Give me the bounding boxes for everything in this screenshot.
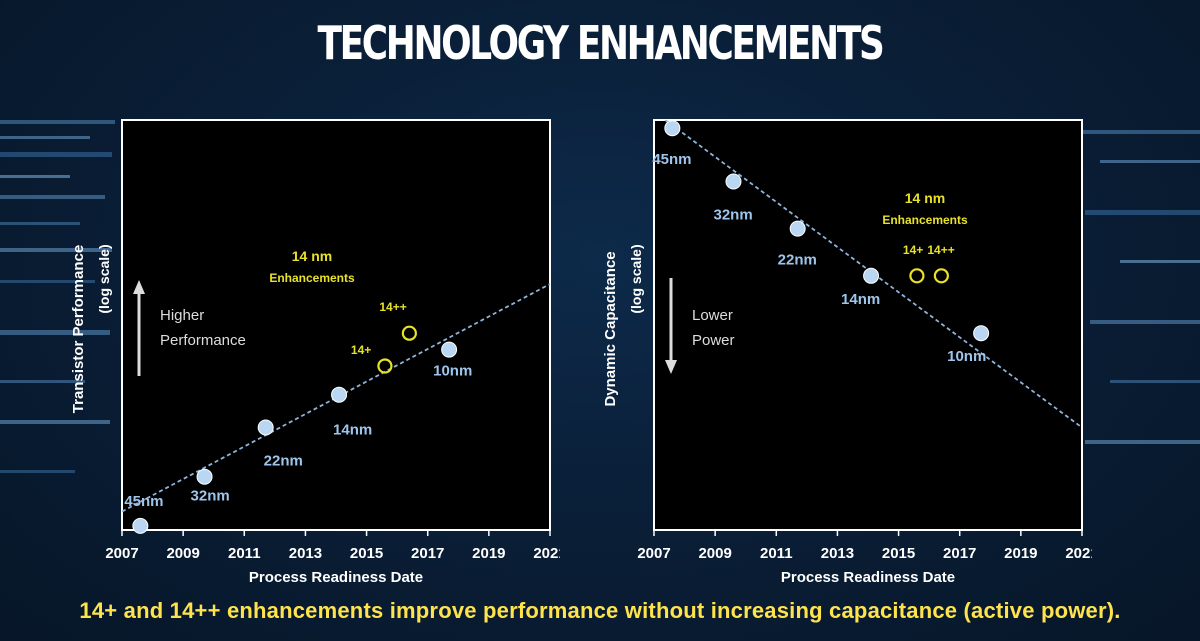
x-tick-label: 2017 xyxy=(411,545,444,562)
direction-label-line2: Power xyxy=(692,332,735,349)
direction-label-line1: Lower xyxy=(692,307,733,324)
data-point xyxy=(973,325,990,342)
annotation-line2: Enhancements xyxy=(269,271,355,285)
trendline xyxy=(122,283,550,513)
highlight-point-label: 14++ xyxy=(927,243,954,257)
data-point xyxy=(664,120,681,137)
y-axis-label: Transistor Performance xyxy=(70,245,87,413)
data-point xyxy=(331,386,348,403)
highlight-point xyxy=(377,358,393,374)
annotation-line1: 14 nm xyxy=(292,248,332,264)
data-point xyxy=(196,468,213,485)
trendline xyxy=(663,120,1082,429)
x-tick-label: 2009 xyxy=(166,545,199,562)
data-point xyxy=(725,173,742,190)
y-axis-sublabel: (log scale) xyxy=(628,244,644,313)
annotation-line1: 14 nm xyxy=(905,190,945,206)
highlight-point-label: 14+ xyxy=(351,343,371,357)
data-point-label: 22nm xyxy=(264,453,303,470)
x-tick-label: 2013 xyxy=(289,545,322,562)
x-tick-label: 2017 xyxy=(943,545,976,562)
x-tick-label: 2007 xyxy=(105,545,138,562)
x-tick-label: 2021 xyxy=(533,545,560,562)
highlight-point xyxy=(401,325,417,341)
data-point-label: 14nm xyxy=(333,422,372,439)
x-tick-label: 2015 xyxy=(882,545,915,562)
x-tick-label: 2009 xyxy=(698,545,731,562)
data-point xyxy=(789,220,806,237)
data-point-label: 10nm xyxy=(433,363,472,380)
footer-caption: 14+ and 14++ enhancements improve perfor… xyxy=(79,598,1121,623)
data-point xyxy=(441,341,458,358)
x-axis-label: Process Readiness Date xyxy=(249,569,423,586)
data-point-label: 45nm xyxy=(124,493,163,510)
data-point xyxy=(257,419,274,436)
y-axis-label: Dynamic Capacitance xyxy=(602,251,619,406)
plot-area xyxy=(121,119,551,531)
chart-dynamic-capacitance: 2007 2009 2011 2013 2015 2017 2019 2021 Process … xyxy=(602,119,1092,586)
x-tick-label: 2011 xyxy=(760,545,793,562)
highlight-point xyxy=(933,268,949,284)
x-tick-label: 2013 xyxy=(821,545,854,562)
data-point xyxy=(863,267,880,284)
highlight-point-label: 14+ xyxy=(903,243,923,257)
data-point-label: 22nm xyxy=(778,252,817,269)
plot-area xyxy=(653,119,1083,531)
highlight-point-label: 14++ xyxy=(379,300,406,314)
data-point-label: 32nm xyxy=(191,488,230,505)
highlight-point xyxy=(909,268,925,284)
annotation-line2: Enhancements xyxy=(882,213,968,227)
data-point-label: 32nm xyxy=(713,207,752,224)
x-tick-label: 2011 xyxy=(228,545,261,562)
data-point-label: 45nm xyxy=(652,151,691,168)
chart-transistor-performance: 2007 2009 2011 2013 2015 2017 2019 2021 Process … xyxy=(70,119,560,586)
x-axis-label: Process Readiness Date xyxy=(781,569,955,586)
direction-label-line1: Higher xyxy=(160,307,204,324)
x-tick-label: 2007 xyxy=(637,545,670,562)
x-tick-label: 2019 xyxy=(472,545,505,562)
data-point-label: 14nm xyxy=(841,291,880,308)
x-tick-label: 2015 xyxy=(350,545,383,562)
arrow-up-icon-head xyxy=(133,280,145,294)
data-point xyxy=(132,517,149,534)
direction-label-line2: Performance xyxy=(160,332,246,349)
x-tick-label: 2019 xyxy=(1004,545,1037,562)
data-point-label: 10nm xyxy=(947,348,986,365)
page-title: TECHNOLOGY ENHANCEMENTS xyxy=(317,16,884,70)
y-axis-sublabel: (log scale) xyxy=(96,244,112,313)
x-tick-label: 2021 xyxy=(1065,545,1092,562)
arrow-down-icon-head xyxy=(665,360,677,374)
